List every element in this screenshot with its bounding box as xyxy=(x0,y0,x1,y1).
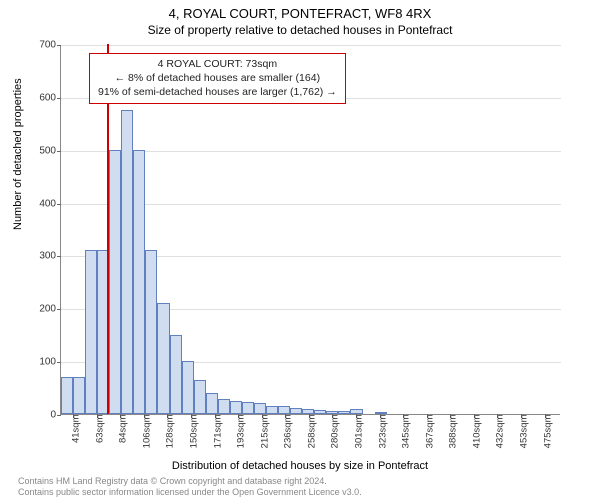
xtick-label: 215sqm xyxy=(259,415,270,449)
histogram-bar xyxy=(278,406,290,414)
ytick-label: 700 xyxy=(39,40,56,51)
title-sub: Size of property relative to detached ho… xyxy=(0,21,600,37)
info-box: 4 ROYAL COURT: 73sqm← 8% of detached hou… xyxy=(89,53,346,104)
histogram-bar xyxy=(182,361,194,414)
xtick-label: 410sqm xyxy=(471,415,482,449)
xtick-label: 171sqm xyxy=(212,415,223,449)
xtick-label: 150sqm xyxy=(188,415,199,449)
xtick-label: 453sqm xyxy=(518,415,529,449)
histogram-bar xyxy=(218,399,230,414)
ytick-mark xyxy=(57,415,61,416)
xtick-label: 280sqm xyxy=(330,415,341,449)
xtick-label: 63sqm xyxy=(94,415,105,444)
info-box-line1: 4 ROYAL COURT: 73sqm xyxy=(98,57,337,71)
histogram-bar xyxy=(109,150,121,414)
histogram-bar xyxy=(121,110,133,414)
gridline xyxy=(61,45,561,46)
ytick-label: 400 xyxy=(39,198,56,209)
ytick-mark xyxy=(57,45,61,46)
histogram-bar xyxy=(145,250,157,414)
ytick-mark xyxy=(57,204,61,205)
xtick-label: 345sqm xyxy=(401,415,412,449)
xtick-label: 301sqm xyxy=(353,415,364,449)
histogram-bar xyxy=(194,380,206,414)
ytick-label: 600 xyxy=(39,92,56,103)
ytick-label: 0 xyxy=(50,410,56,421)
xtick-label: 128sqm xyxy=(165,415,176,449)
info-box-line3: 91% of semi-detached houses are larger (… xyxy=(98,85,337,99)
histogram-bar xyxy=(290,408,302,414)
histogram-bar xyxy=(157,303,169,414)
xtick-label: 106sqm xyxy=(141,415,152,449)
histogram-bar xyxy=(133,150,145,414)
plot-region: 010020030040050060070041sqm63sqm84sqm106… xyxy=(60,45,560,415)
xtick-label: 258sqm xyxy=(306,415,317,449)
chart-area: 010020030040050060070041sqm63sqm84sqm106… xyxy=(60,45,560,415)
ytick-mark xyxy=(57,362,61,363)
xtick-label: 367sqm xyxy=(424,415,435,449)
histogram-bar xyxy=(242,402,254,414)
ytick-label: 200 xyxy=(39,304,56,315)
attribution-line1: Contains HM Land Registry data © Crown c… xyxy=(18,476,362,487)
attribution: Contains HM Land Registry data © Crown c… xyxy=(18,476,362,499)
title-main: 4, ROYAL COURT, PONTEFRACT, WF8 4RX xyxy=(0,0,600,21)
xtick-label: 236sqm xyxy=(283,415,294,449)
xtick-label: 475sqm xyxy=(542,415,553,449)
histogram-bar xyxy=(266,406,278,414)
chart-container: 4, ROYAL COURT, PONTEFRACT, WF8 4RX Size… xyxy=(0,0,600,500)
xtick-label: 84sqm xyxy=(118,415,129,444)
ytick-label: 300 xyxy=(39,251,56,262)
ytick-mark xyxy=(57,98,61,99)
ytick-label: 100 xyxy=(39,357,56,368)
xtick-label: 432sqm xyxy=(495,415,506,449)
histogram-bar xyxy=(230,401,242,414)
xtick-label: 41sqm xyxy=(71,415,82,444)
histogram-bar xyxy=(73,377,85,414)
histogram-bar xyxy=(85,250,97,414)
attribution-line2: Contains public sector information licen… xyxy=(18,487,362,498)
info-box-line2: ← 8% of detached houses are smaller (164… xyxy=(98,71,337,85)
ytick-mark xyxy=(57,256,61,257)
xtick-label: 193sqm xyxy=(236,415,247,449)
histogram-bar xyxy=(254,403,266,414)
x-axis-label: Distribution of detached houses by size … xyxy=(0,460,600,472)
xtick-label: 388sqm xyxy=(448,415,459,449)
ytick-label: 500 xyxy=(39,145,56,156)
y-axis-label: Number of detached properties xyxy=(12,78,24,230)
ytick-mark xyxy=(57,151,61,152)
histogram-bar xyxy=(170,335,182,414)
histogram-bar xyxy=(61,377,73,414)
histogram-bar xyxy=(206,393,218,414)
xtick-label: 323sqm xyxy=(377,415,388,449)
ytick-mark xyxy=(57,309,61,310)
